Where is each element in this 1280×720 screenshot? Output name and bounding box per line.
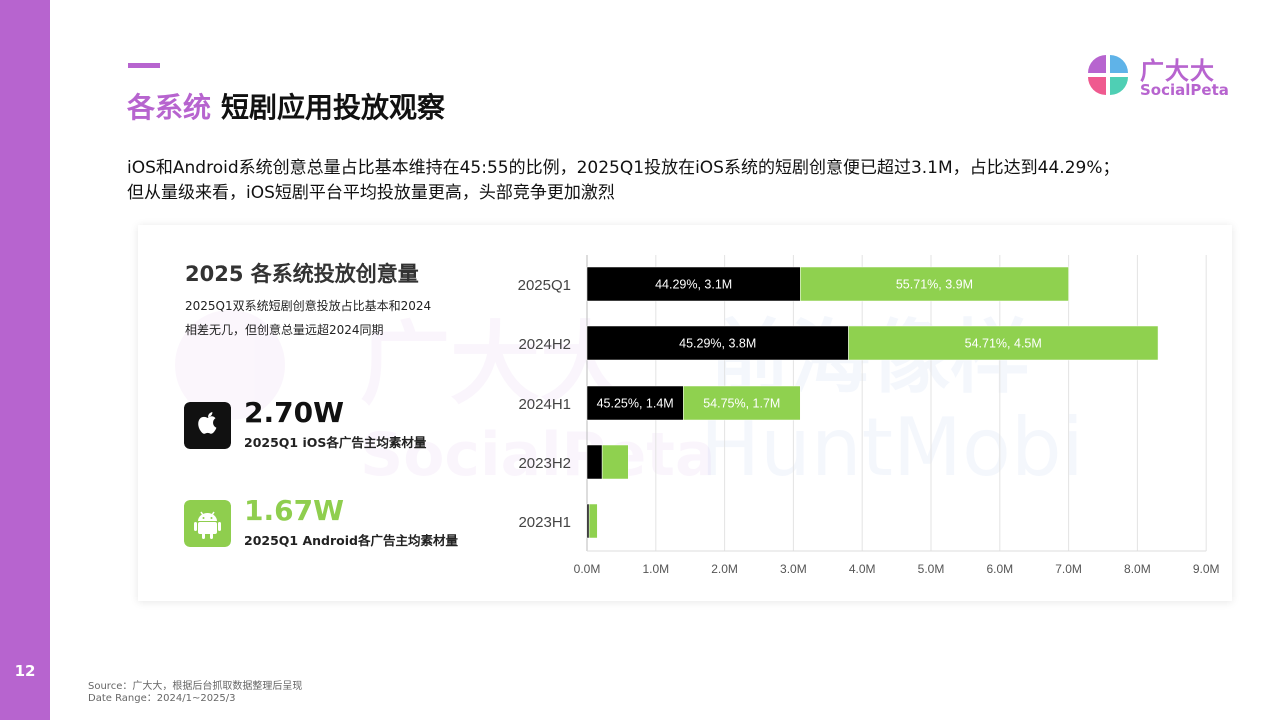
x-tick-label: 8.0M [1124,562,1151,576]
bar-segment [586,444,603,480]
title-highlight: 各系统 [127,91,212,124]
date-range-line: Date Range：2024/1~2025/3 [88,693,236,704]
x-tick-label: 5.0M [918,562,945,576]
bar-segment [586,503,590,539]
stacked-bar-chart: 0.0M 1.0M 2.0M 3.0M 4.0M 5.0M 6.0M 7.0M 8.0M 9.0M… [518,255,1220,576]
x-tick-label: 2.0M [711,562,738,576]
apple-icon [184,402,231,449]
data-label: 45.29%, 3.8M [679,337,756,351]
card-subtitle: 2025Q1双系统短剧创意投放占比基本和2024相差无几，但创意总量远超2024… [185,299,432,337]
category-label: 2023H2 [518,455,571,472]
bar-segment [601,444,629,480]
card-title: 2025 各系统投放创意量 [185,262,419,286]
stat-android-label: 2025Q1 Android各广告主均素材量 [244,533,458,548]
x-tick-label: 7.0M [1055,562,1082,576]
category-label: 2024H1 [518,396,571,413]
data-label: 55.71%, 3.9M [896,278,973,292]
data-label: 44.29%, 3.1M [655,278,732,292]
stat-ios-value: 2.70W [244,396,344,429]
category-label: 2024H2 [518,336,571,353]
x-tick-label: 3.0M [780,562,807,576]
title-accent-bar [128,63,160,68]
data-label: 45.25%, 1.4M [597,397,674,411]
logo-mark-icon [1088,55,1128,95]
stat-ios-label: 2025Q1 iOS各广告主均素材量 [244,435,427,450]
x-tick-label: 4.0M [849,562,876,576]
x-tick-label: 1.0M [642,562,669,576]
data-label: 54.75%, 1.7M [703,397,780,411]
source-note: Source：广大大，根据后台抓取数据整理后呈现 Date Range：2024… [88,681,302,705]
bar-segment [588,503,598,539]
page-title: 各系统 短剧应用投放观察 [127,86,445,126]
logo-text-en: SocialPeta [1140,81,1229,99]
bar-segment [586,385,684,421]
bar-segment [848,325,1159,361]
android-icon [184,500,231,547]
category-label: 2025Q1 [518,277,571,294]
stat-android-value: 1.67W [244,494,344,527]
source-line: Source：广大大，根据后台抓取数据整理后呈现 [88,681,303,692]
bar-segment [683,385,801,421]
x-tick-label: 9.0M [1193,562,1220,576]
logo: 广大大 SocialPeta [1086,53,1229,99]
page-number: 12 [14,662,36,680]
stat-android: 1.67W 2025Q1 Android各广告主均素材量 [184,494,504,548]
x-tick-label: 6.0M [986,562,1013,576]
description: iOS和Android系统创意总量占比基本维持在45:55的比例，2025Q1投… [127,158,1120,203]
bar-segment [800,266,1069,302]
stat-ios: 2.70W 2025Q1 iOS各广告主均素材量 [184,396,504,450]
sidebar [0,0,50,720]
bar-segment [586,266,801,302]
data-label: 54.71%, 4.5M [965,337,1042,351]
title-main: 短剧应用投放观察 [221,91,446,124]
x-tick-label: 0.0M [574,562,601,576]
category-label: 2023H1 [518,514,571,531]
bar-segment [586,325,849,361]
logo-text-cn: 广大大 [1140,57,1215,85]
